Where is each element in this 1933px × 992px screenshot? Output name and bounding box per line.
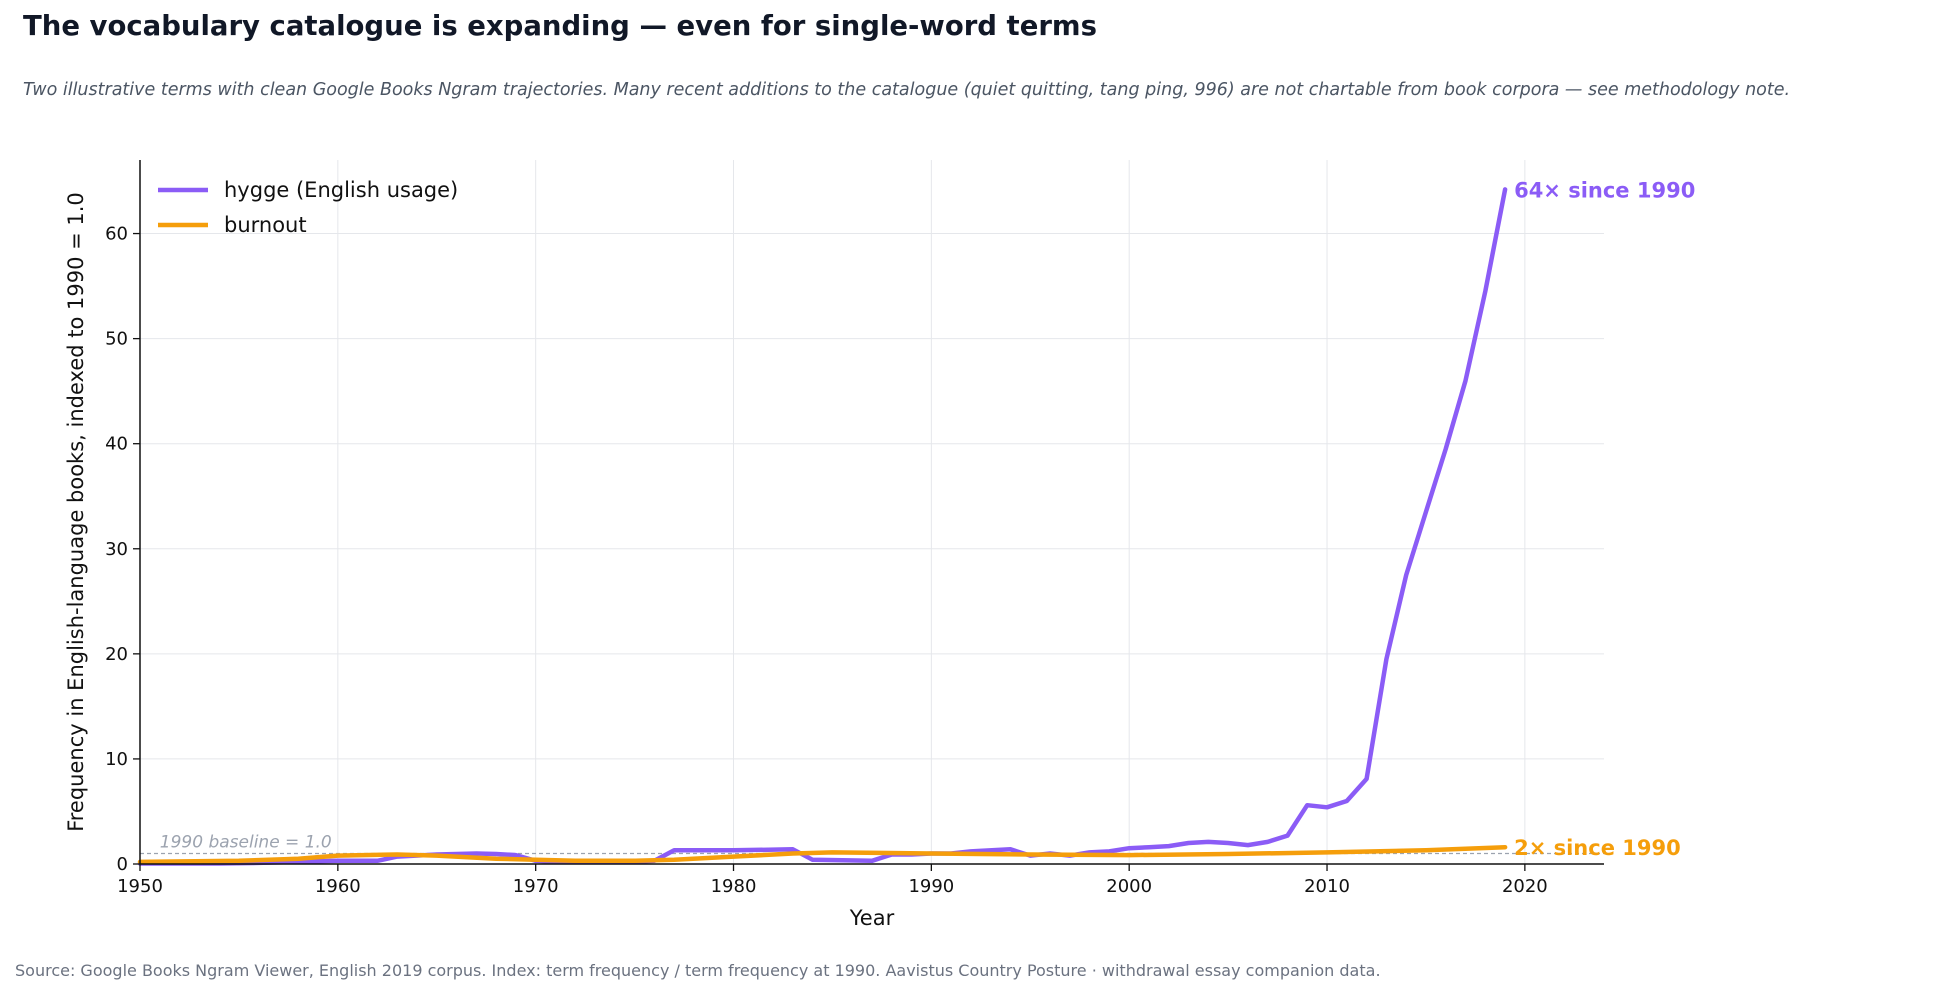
- x-tick-label: 2020: [1502, 876, 1548, 897]
- y-tick-label: 30: [105, 539, 128, 560]
- y-tick-label: 20: [105, 644, 128, 665]
- y-tick-label: 10: [105, 749, 128, 770]
- chart-title: The vocabulary catalogue is expanding — …: [23, 10, 1097, 42]
- chart-subtitle: Two illustrative terms with clean Google…: [23, 80, 1791, 100]
- series-layer: 64× since 1990 2× since 1990: [137, 178, 1695, 866]
- x-tick-label: 1950: [117, 876, 163, 897]
- x-tick-label: 1980: [711, 876, 757, 897]
- baseline-label: 1990 baseline = 1.0: [160, 832, 332, 852]
- series-end-label-1: 2× since 1990: [1514, 836, 1681, 860]
- y-tick-label: 50: [105, 329, 128, 350]
- x-tick-label: 2010: [1304, 876, 1350, 897]
- ticks: 1950 1960 1970 1980 1990 2000 2010 2020 0 10 20 30 4…: [105, 224, 1548, 897]
- x-tick-label: 1970: [513, 876, 559, 897]
- x-tick-label: 1960: [315, 876, 361, 897]
- y-tick-label: 0: [117, 854, 128, 875]
- grid: [139, 160, 1604, 865]
- x-axis-label: Year: [849, 906, 895, 930]
- y-tick-label: 60: [105, 224, 128, 245]
- y-tick-label: 40: [105, 434, 128, 455]
- x-tick-label: 1990: [908, 876, 954, 897]
- series-line-0: [137, 187, 1508, 866]
- source-note: Source: Google Books Ngram Viewer, Engli…: [15, 961, 1381, 980]
- legend-label-hygge: hygge (English usage): [224, 178, 458, 202]
- series-end-label-0: 64× since 1990: [1514, 178, 1695, 202]
- legend: hygge (English usage) burnout: [158, 178, 458, 237]
- series-line-1: [137, 844, 1508, 865]
- x-tick-label: 2000: [1106, 876, 1152, 897]
- legend-label-burnout: burnout: [224, 213, 307, 237]
- y-axis-label: Frequency in English-language books, ind…: [64, 192, 88, 832]
